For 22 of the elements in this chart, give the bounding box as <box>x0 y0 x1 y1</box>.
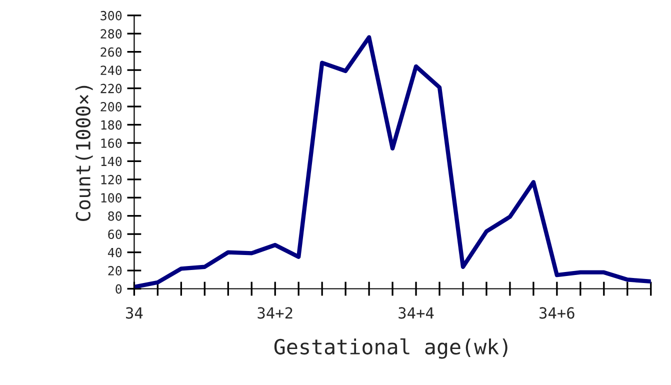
y-tick-label: 280 <box>100 29 122 39</box>
y-tick-label: 160 <box>101 138 122 148</box>
x-tick-label: 34 <box>126 307 143 319</box>
y-tick-label: 80 <box>108 211 122 221</box>
y-tick-label: 100 <box>101 193 122 203</box>
x-tick-label: 34+6 <box>540 307 574 319</box>
y-tick-label: 200 <box>100 102 122 112</box>
y-tick-label: 300 <box>100 10 122 20</box>
x-tick-label: 34+4 <box>398 307 434 319</box>
y-tick-label: 20 <box>108 266 122 276</box>
y-tick-label: 180 <box>101 120 122 130</box>
y-tick-label: 40 <box>108 248 122 258</box>
y-tick-label: 60 <box>108 230 122 240</box>
y-tick-label: 120 <box>101 174 122 184</box>
x-axis-title: Gestational age(wk) <box>274 338 508 359</box>
y-tick-label: 140 <box>101 156 122 166</box>
y-tick-label: 0 <box>116 284 122 294</box>
y-tick-label: 240 <box>100 66 122 76</box>
y-axis-title: Count(1000×) <box>75 86 93 221</box>
y-tick-label: 220 <box>100 84 122 94</box>
y-tick-label: 260 <box>100 47 122 57</box>
x-tick-label: 34+2 <box>258 307 292 319</box>
